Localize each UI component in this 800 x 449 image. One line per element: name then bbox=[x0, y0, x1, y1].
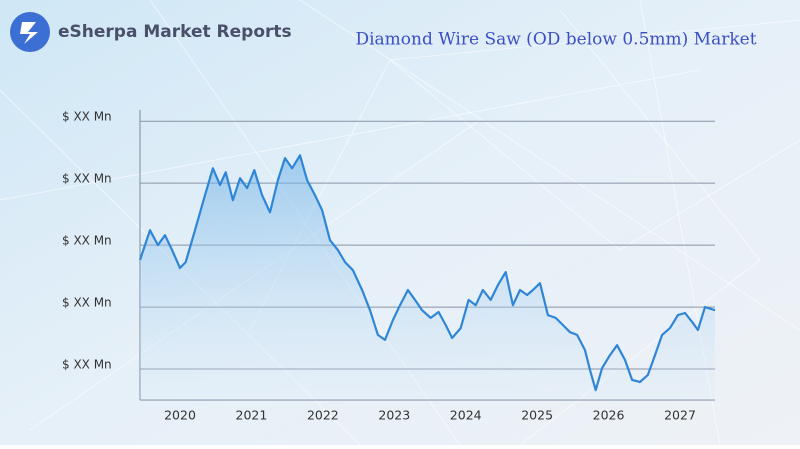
x-tick-label: 2024 bbox=[450, 408, 482, 423]
x-tick-label: 2025 bbox=[521, 408, 553, 423]
y-tick-label: $ XX Mn bbox=[62, 358, 112, 372]
brand-name: eSherpa Market Reports bbox=[58, 22, 292, 42]
area bbox=[140, 155, 715, 400]
x-tick-label: 2020 bbox=[164, 408, 196, 423]
logo bbox=[10, 12, 50, 52]
x-tick-label: 2021 bbox=[236, 408, 268, 423]
y-tick-label: $ XX Mn bbox=[62, 296, 112, 310]
x-tick-label: 2022 bbox=[307, 408, 339, 423]
logo-glyph bbox=[20, 22, 38, 44]
x-tick-label: 2027 bbox=[664, 408, 696, 423]
y-tick-label: $ XX Mn bbox=[62, 234, 112, 248]
y-tick-label: $ XX Mn bbox=[62, 172, 112, 186]
line bbox=[138, 154, 716, 392]
chart-title: Diamond Wire Saw (OD below 0.5mm) Market bbox=[355, 30, 756, 50]
y-tick-label: $ XX Mn bbox=[62, 110, 112, 124]
x-tick-label: 2026 bbox=[593, 408, 625, 423]
x-tick-label: 2023 bbox=[378, 408, 410, 423]
